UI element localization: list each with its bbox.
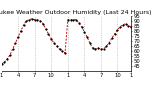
Title: Milwaukee Weather Outdoor Humidity (Last 24 Hours): Milwaukee Weather Outdoor Humidity (Last… bbox=[0, 10, 152, 15]
